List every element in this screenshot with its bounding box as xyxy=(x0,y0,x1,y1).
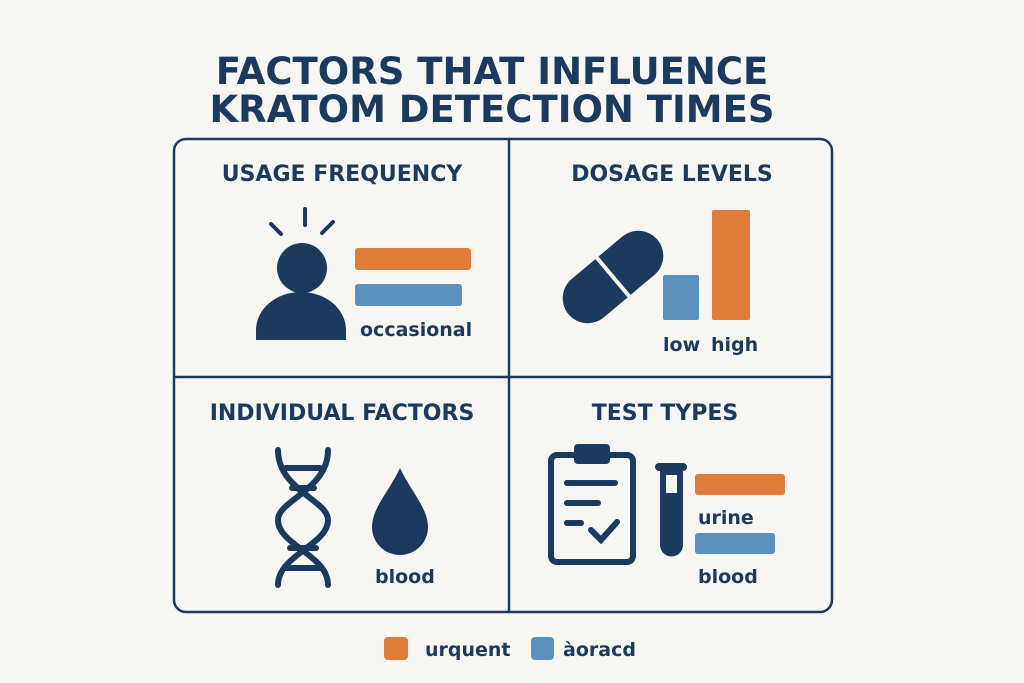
orange-bar xyxy=(355,248,471,270)
legend-swatch-blue xyxy=(531,637,554,660)
label-blood: blood xyxy=(375,566,435,588)
urine-bar xyxy=(695,474,785,495)
panel-title: TEST TYPES xyxy=(592,401,738,426)
label-occasional: occasional xyxy=(360,319,472,341)
label-blood: blood xyxy=(698,566,758,588)
panel-grid xyxy=(172,137,834,614)
pill-icon xyxy=(562,230,664,324)
label-urine: urine xyxy=(698,507,754,529)
panel-title: DOSAGE LEVELS xyxy=(571,162,773,187)
legend: urquent àoracd xyxy=(384,637,636,661)
high-bar xyxy=(712,210,750,320)
dna-icon xyxy=(274,447,332,588)
person-icon xyxy=(256,207,346,340)
panel-test-types: TEST TYPES urine blood xyxy=(548,401,785,588)
clipboard-icon xyxy=(548,444,636,565)
drop-icon xyxy=(372,468,428,555)
panel-usage-frequency: USAGE FREQUENCY occasional xyxy=(222,162,472,341)
low-bar xyxy=(663,275,699,320)
label-low: low xyxy=(663,334,700,356)
blue-bar xyxy=(355,284,462,306)
panel-title: INDIVIDUAL FACTORS xyxy=(210,401,475,426)
title-line-2: KRATOM DETECTION TIMES xyxy=(209,88,774,131)
panel-dosage-levels: DOSAGE LEVELS low high xyxy=(562,162,773,356)
legend-swatch-orange xyxy=(384,637,408,660)
title-line-1: FACTORS THAT INFLUENCE xyxy=(216,50,769,93)
panel-title: USAGE FREQUENCY xyxy=(222,162,464,187)
label-high: high xyxy=(711,334,758,356)
legend-label: àoracd xyxy=(563,639,636,661)
blood-bar xyxy=(695,533,775,554)
test-tube-icon xyxy=(655,463,687,557)
legend-label: urquent xyxy=(425,639,511,661)
panel-individual-factors: INDIVIDUAL FACTORS blood xyxy=(210,401,475,588)
